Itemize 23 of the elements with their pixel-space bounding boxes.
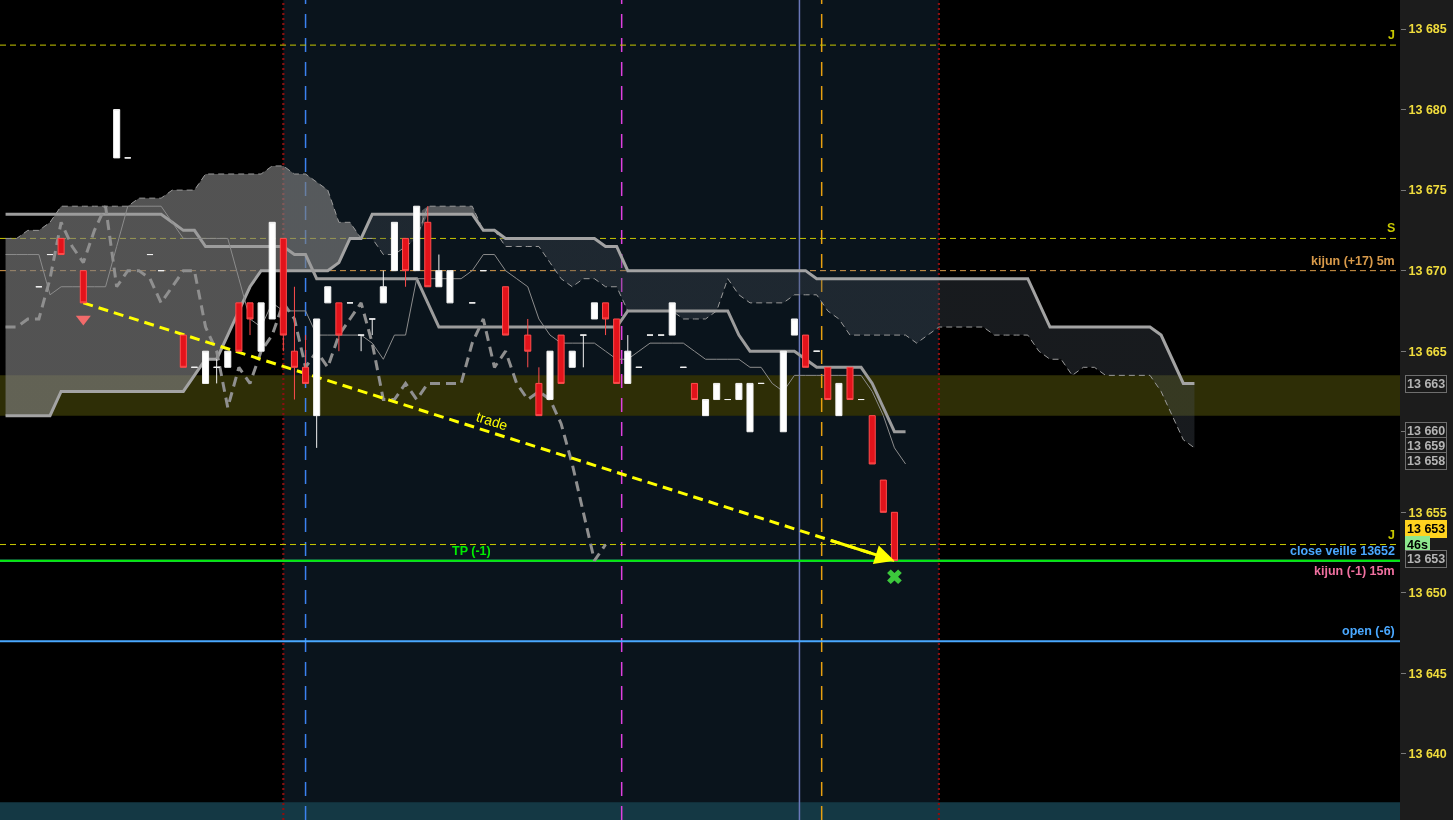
text: 13 659: [1407, 439, 1446, 453]
y-tick-label: 13 650: [1408, 586, 1447, 601]
ref-line-label: kijun (+17) 5m: [1311, 254, 1395, 268]
y-tick-label: 13 645: [1408, 666, 1447, 681]
ref-line-label: S: [1387, 221, 1396, 235]
y-tick-label: 13 675: [1408, 183, 1447, 198]
text: 13 653: [1407, 522, 1446, 536]
y-tick-label: 13 670: [1408, 264, 1447, 279]
text: 46s: [1407, 538, 1428, 552]
text: 13 658: [1407, 454, 1446, 468]
ref-line-label: J: [1388, 528, 1395, 542]
y-tick-label: 13 685: [1408, 22, 1447, 37]
y-tick-label: 13 655: [1408, 505, 1447, 520]
y-tick-label: 13 680: [1408, 102, 1447, 117]
y-tick-label: 13 640: [1408, 747, 1447, 762]
text: 13 660: [1407, 424, 1446, 438]
ref-line-label: close veille 13652: [1290, 544, 1395, 558]
text: 13 663: [1407, 377, 1446, 391]
ref-line-label: kijun (-1) 15m: [1314, 564, 1395, 578]
ref-line-label: J: [1388, 28, 1395, 42]
text: 13 653: [1407, 552, 1446, 566]
y-tick-label: 13 665: [1408, 344, 1447, 359]
ref-line-label: open (-6): [1342, 624, 1395, 638]
